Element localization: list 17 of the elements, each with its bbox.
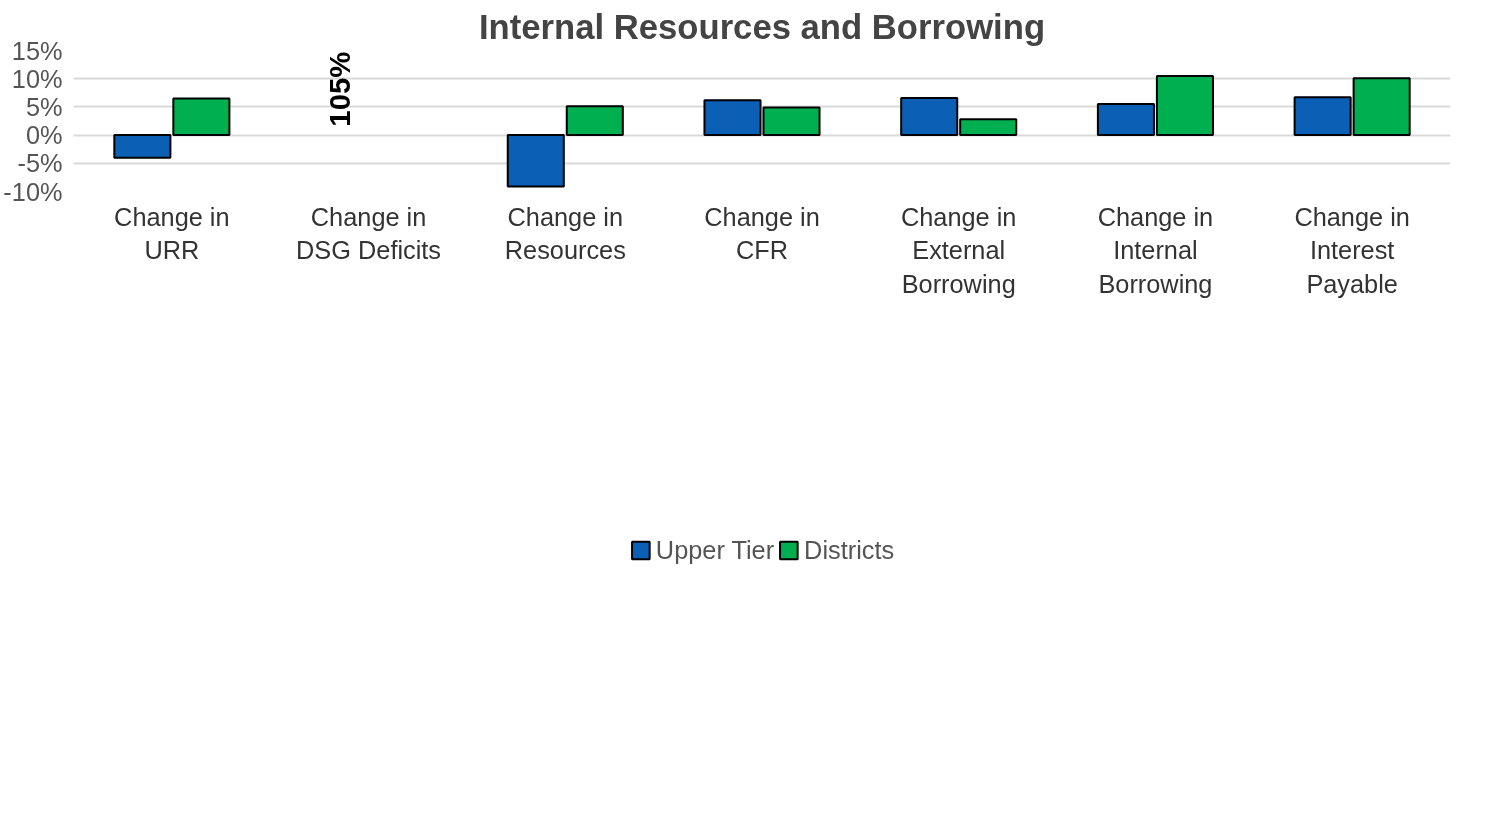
y-tick-label: 0% — [25, 121, 63, 150]
x-tick-label: Change in URR — [114, 202, 230, 265]
y-tick-label: 15% — [11, 36, 63, 65]
y-tick-label: -5% — [17, 149, 63, 178]
y-tick-label: -10% — [3, 177, 63, 206]
x-tick-label: Change in Interest Payable — [1294, 202, 1410, 298]
x-tick-label: Change in External Borrowing — [900, 202, 1017, 298]
y-tick-label: 10% — [11, 64, 63, 93]
x-tick-label: Change in DSG Deficits — [296, 202, 442, 265]
y-tick-label: 5% — [25, 92, 63, 121]
x-tick-label: Change in Internal Borrowing — [1097, 202, 1214, 298]
legend-label: Upper Tier — [655, 535, 775, 565]
x-tick-label: Change in CFR — [704, 202, 820, 265]
legend-label: Districts — [804, 535, 895, 565]
x-tick-label: Change in Resources — [504, 202, 626, 265]
annotation: 105% — [322, 51, 356, 127]
chart-title: Internal Resources and Borrowing — [478, 7, 1046, 46]
